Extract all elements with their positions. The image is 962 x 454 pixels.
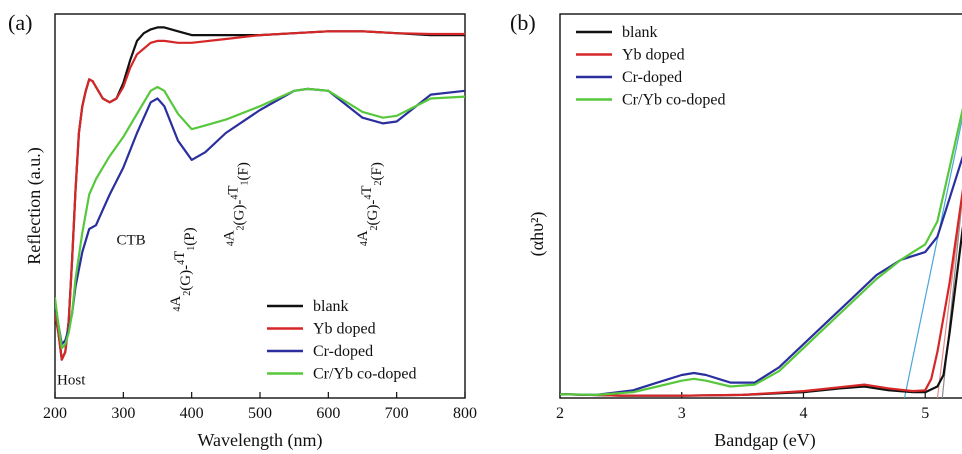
x-tick-label: 400	[180, 405, 204, 422]
panel-b-label: (b)	[510, 10, 536, 35]
x-tick-label: 700	[385, 405, 409, 422]
panel-a: (a) 200 300 400 500 600 700 800 Wavelength (nm…	[8, 10, 477, 451]
legend-label-blank: blank	[313, 298, 349, 315]
legend-label-yb-doped: Yb doped	[622, 47, 685, 64]
panel-b-series	[560, 107, 962, 398]
x-tick-label: 2	[556, 405, 564, 422]
panel-b-legend: blank Yb doped Cr-doped Cr/Yb co-doped	[576, 24, 726, 109]
series-line-yb-doped	[55, 30, 465, 361]
legend-label-yb-doped: Yb doped	[313, 321, 376, 338]
tangent-fit-line	[903, 117, 962, 398]
panel-a-series	[55, 26, 465, 361]
legend-label-cr-yb-co-doped: Cr/Yb co-doped	[622, 92, 726, 109]
legend-label-cr-yb-co-doped: Cr/Yb co-doped	[313, 366, 417, 383]
series-line-blank	[55, 26, 465, 361]
series-line-cr-doped	[560, 155, 962, 396]
annotation-ctb: CTB	[117, 232, 146, 248]
legend-label-cr-doped: Cr-doped	[622, 69, 682, 86]
x-tick-label: 3	[678, 405, 686, 422]
panel-a-frame	[54, 13, 466, 399]
x-tick-label: 4	[799, 405, 807, 422]
series-line-cr-yb-co-doped	[55, 85, 465, 350]
x-tick-label: 500	[248, 405, 272, 422]
panel-b-frame	[559, 13, 962, 399]
panel-a-x-axis-title: Wavelength (nm)	[197, 430, 322, 451]
transition-label: 4A2(G)-4T2(F)	[355, 162, 385, 246]
x-tick-label: 600	[316, 405, 340, 422]
panel-b-x-axis-title: Bandgap (eV)	[714, 430, 815, 451]
panel-a-y-axis-title: Reflection (a.u.)	[24, 147, 45, 264]
x-tick-label: 5	[921, 405, 929, 422]
panel-a-legend: blank Yb doped Cr-doped Cr/Yb co-doped	[267, 298, 417, 383]
legend-label-blank: blank	[622, 24, 658, 41]
series-line-blank	[560, 225, 962, 397]
panel-a-x-ticks: 200 300 400 500 600 700 800	[43, 392, 477, 422]
annotation-host: Host	[57, 373, 86, 389]
series-line-cr-doped	[55, 87, 465, 346]
transition-label: 4A2(G)-4T1(P)	[168, 227, 198, 311]
x-tick-label: 200	[43, 405, 67, 422]
panel-a-label: (a)	[8, 10, 32, 35]
x-tick-label: 300	[111, 405, 135, 422]
series-line-yb-doped	[560, 188, 962, 397]
series-line-cr-yb-co-doped	[560, 107, 962, 396]
transition-label: 4A2(G)-4T1(F)	[222, 162, 252, 246]
panel-a-annotations: Host CTB 4A2(G)-4T1(P) 4A2(G)-4T1(F) 4A2(G)-…	[57, 162, 385, 388]
panel-b: (b) 2 3 4 5 Bandgap (eV) (αhυ²) blank Yb dop…	[510, 10, 962, 451]
legend-label-cr-doped: Cr-doped	[313, 343, 373, 360]
panel-b-y-axis-title: (αhυ²)	[527, 212, 548, 257]
x-tick-label: 800	[453, 405, 477, 422]
